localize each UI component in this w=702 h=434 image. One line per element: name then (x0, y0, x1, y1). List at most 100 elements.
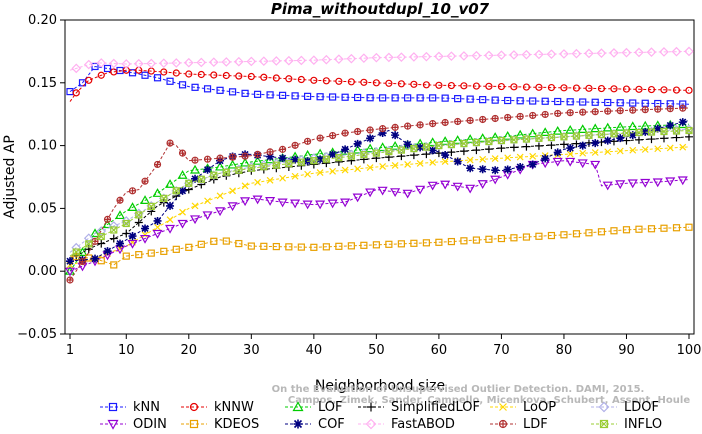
data-point (503, 165, 512, 174)
data-point (560, 133, 568, 141)
data-point (166, 216, 174, 224)
data-point (378, 129, 387, 138)
data-point (497, 234, 506, 243)
data-point (222, 71, 230, 80)
data-point (597, 84, 606, 93)
data-point (196, 57, 207, 68)
data-point (116, 239, 125, 248)
data-point (427, 181, 438, 191)
data-point-cross (297, 158, 305, 166)
data-point (479, 155, 487, 163)
data-point-cross (110, 226, 118, 234)
data-point (634, 135, 643, 144)
data-point (460, 237, 468, 245)
data-point (547, 231, 556, 240)
data-point (416, 94, 424, 102)
data-point (502, 130, 513, 140)
data-point (172, 245, 180, 253)
data-point-cross (435, 142, 443, 150)
data-point (247, 242, 255, 250)
data-point (240, 157, 251, 167)
data-point (572, 132, 581, 140)
data-point (635, 128, 643, 137)
legend-label: FastABOD (391, 417, 455, 432)
data-point-cross (472, 139, 480, 147)
data-point (265, 197, 276, 206)
data-point (372, 149, 380, 157)
data-point (335, 154, 343, 162)
data-point (660, 224, 668, 232)
series-fastabod (69, 46, 694, 74)
data-point (97, 239, 106, 248)
y-tick-label: 0.15 (28, 76, 57, 91)
data-point (572, 139, 581, 148)
data-point (341, 145, 350, 154)
data-point (134, 218, 143, 227)
data-point (541, 154, 550, 163)
data-point (366, 164, 374, 172)
data-point (421, 51, 432, 62)
data-point (397, 80, 405, 88)
data-point (185, 243, 193, 251)
data-point (227, 202, 238, 212)
data-point (685, 223, 693, 231)
data-point (89, 228, 101, 238)
data-point-cross (279, 146, 286, 153)
data-point (103, 247, 112, 256)
data-point (135, 251, 143, 259)
data-point (384, 52, 394, 63)
data-point (240, 197, 251, 207)
data-point (522, 233, 531, 241)
y-tick-label: 0.20 (28, 13, 57, 28)
data-point (210, 237, 218, 245)
data-point (472, 82, 481, 90)
data-point (553, 148, 562, 157)
data-point (479, 96, 487, 104)
y-tick-label: 0.00 (28, 264, 57, 279)
data-point (241, 182, 249, 190)
data-point (547, 141, 556, 150)
series-line (69, 136, 690, 260)
data-point (497, 144, 506, 153)
data-point (477, 180, 488, 189)
data-point-cross (454, 118, 461, 125)
data-point (85, 240, 93, 248)
data-point-cross (97, 233, 105, 240)
data-point (447, 140, 456, 149)
data-point-cross (660, 128, 668, 135)
data-point-cross (479, 116, 486, 123)
legend-label: LDOF (624, 400, 659, 415)
data-point (410, 239, 418, 247)
data-point (566, 98, 574, 106)
data-point (499, 403, 507, 411)
data-point (659, 47, 669, 57)
data-point (293, 419, 303, 429)
data-point (385, 240, 393, 248)
data-point (647, 128, 656, 136)
data-point (322, 243, 330, 251)
data-point (597, 130, 606, 139)
watermark-citation: On the Evaluation of Unsupervised Outlie… (272, 384, 645, 395)
data-point (160, 247, 168, 255)
data-point (216, 192, 224, 200)
data-point (685, 126, 693, 135)
y-tick-label: −0.05 (17, 327, 57, 342)
legend-item-ldf: LDF (490, 417, 548, 432)
data-point (147, 202, 155, 210)
data-point (654, 145, 662, 153)
data-point-cross (229, 154, 236, 161)
data-point (266, 176, 274, 184)
data-point (177, 170, 188, 179)
data-point (477, 133, 488, 142)
data-point (422, 81, 430, 89)
data-point (672, 86, 681, 94)
data-point (165, 224, 176, 234)
data-point (435, 238, 443, 246)
data-point (108, 58, 119, 69)
data-point (527, 128, 538, 138)
watermark-authors: Campos, Zimek, Sander, Campello, Micenko… (288, 395, 690, 406)
data-point (566, 150, 574, 158)
data-point (465, 134, 476, 143)
data-point (64, 267, 76, 277)
data-point (484, 50, 494, 61)
